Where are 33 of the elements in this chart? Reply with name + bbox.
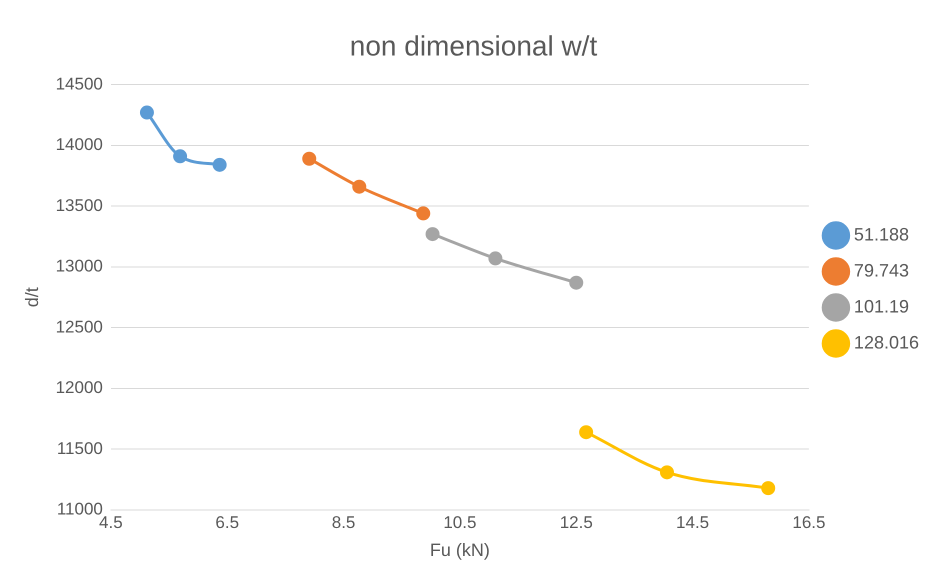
point	[761, 481, 776, 496]
y-axis-title: d/t	[22, 287, 42, 308]
legend-label: 51.188	[854, 224, 909, 244]
x-tick-label: 14.5	[676, 512, 710, 532]
y-tick-label: 13000	[56, 256, 103, 276]
y-tick-label: 12000	[56, 378, 103, 398]
chart-title: non dimensional w/t	[350, 30, 598, 62]
y-tick-label: 14000	[56, 135, 103, 154]
x-tick-label: 16.5	[792, 512, 826, 532]
x-tick-label: 10.5	[443, 512, 476, 532]
point	[352, 180, 366, 194]
y-tick-label: 14500	[56, 74, 103, 94]
x-axis-title: Fu (kN)	[430, 540, 490, 560]
x-tick-label: 6.5	[215, 512, 240, 532]
legend-label: 101.19	[854, 296, 909, 316]
point	[579, 425, 594, 440]
y-tick-label: 12500	[56, 317, 103, 336]
point	[660, 465, 674, 480]
point	[212, 158, 227, 172]
point	[140, 106, 154, 120]
point	[426, 227, 440, 242]
x-tick-label: 8.5	[332, 512, 356, 532]
y-tick-label: 13500	[56, 196, 103, 215]
x-tick-label: 12.5	[560, 512, 593, 532]
legend-label: 128.016	[854, 332, 920, 352]
point	[569, 276, 584, 290]
point	[173, 149, 188, 164]
y-tick-label: 11500	[56, 438, 103, 458]
point	[416, 206, 430, 220]
legend-label: 79.743	[854, 260, 909, 280]
y-tick-label: 11000	[56, 500, 103, 519]
point	[302, 152, 316, 166]
point	[488, 251, 502, 266]
